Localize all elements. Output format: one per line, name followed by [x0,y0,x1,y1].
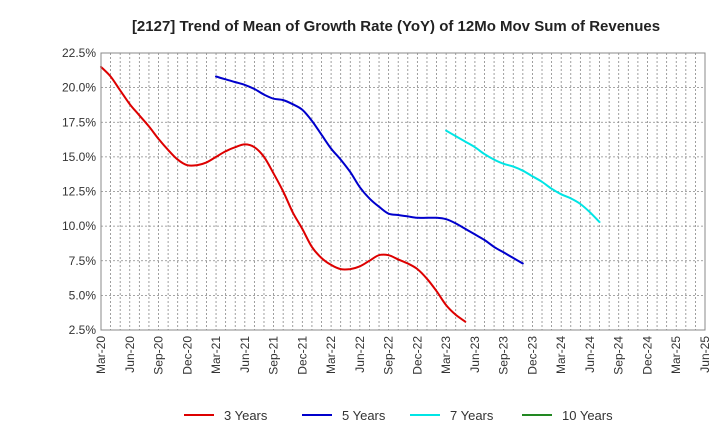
y-tick-label: 10.0% [62,219,96,233]
y-tick-label: 7.5% [69,254,97,268]
x-tick-label: Jun-24 [583,336,597,373]
x-tick-label: Sep-22 [382,336,396,375]
legend-label: 3 Years [224,408,268,423]
x-tick-label: Sep-20 [152,336,166,375]
x-tick-label: Jun-21 [238,336,252,373]
x-tick-label: Dec-23 [525,336,539,375]
legend-label: 5 Years [342,408,386,423]
x-tick-label: Dec-22 [410,336,424,375]
x-tick-label: Jun-23 [468,336,482,373]
y-tick-label: 5.0% [69,288,97,302]
y-tick-label: 22.5% [62,46,96,60]
x-tick-label: Sep-21 [267,336,281,375]
x-tick-label: Dec-20 [180,336,194,375]
x-tick-label: Mar-20 [94,336,108,374]
x-tick-label: Mar-21 [209,336,223,374]
legend-label: 7 Years [450,408,494,423]
y-tick-label: 15.0% [62,150,96,164]
y-tick-label: 17.5% [62,115,96,129]
legend-label: 10 Years [562,408,613,423]
x-tick-label: Dec-24 [640,336,654,375]
plot-frame [100,52,706,331]
x-tick-label: Jun-25 [698,336,712,373]
y-tick-label: 12.5% [62,185,96,199]
legend: 3 Years 5 Years 7 Years 10 Years [184,408,613,423]
x-tick-label: Mar-22 [324,336,338,374]
x-tick-label: Jun-22 [353,336,367,373]
y-tick-label: 2.5% [69,323,97,337]
x-tick-label: Mar-24 [554,336,568,374]
chart-title: [2127] Trend of Mean of Growth Rate (YoY… [132,18,660,35]
x-tick-label: Sep-24 [612,336,626,375]
series-layer [100,65,601,323]
series-line-3-years [100,65,467,323]
x-axis: Mar-20 Jun-20 Sep-20 Dec-20 Mar-21 Jun-21 Sep-… [94,336,712,375]
x-tick-label: Sep-23 [497,336,511,375]
y-tick-label: 20.0% [62,81,96,95]
grid-layer [101,52,705,331]
series-line-5-years [215,75,524,265]
series-line-7-years [445,129,601,223]
x-tick-label: Jun-20 [123,336,137,373]
x-tick-label: Mar-23 [439,336,453,374]
x-tick-label: Dec-21 [295,336,309,375]
y-axis: 2.5% 5.0% 7.5% 10.0% 12.5% 15.0% 17.5% 20.0% 22.… [62,46,96,337]
x-tick-label: Mar-25 [669,336,683,374]
